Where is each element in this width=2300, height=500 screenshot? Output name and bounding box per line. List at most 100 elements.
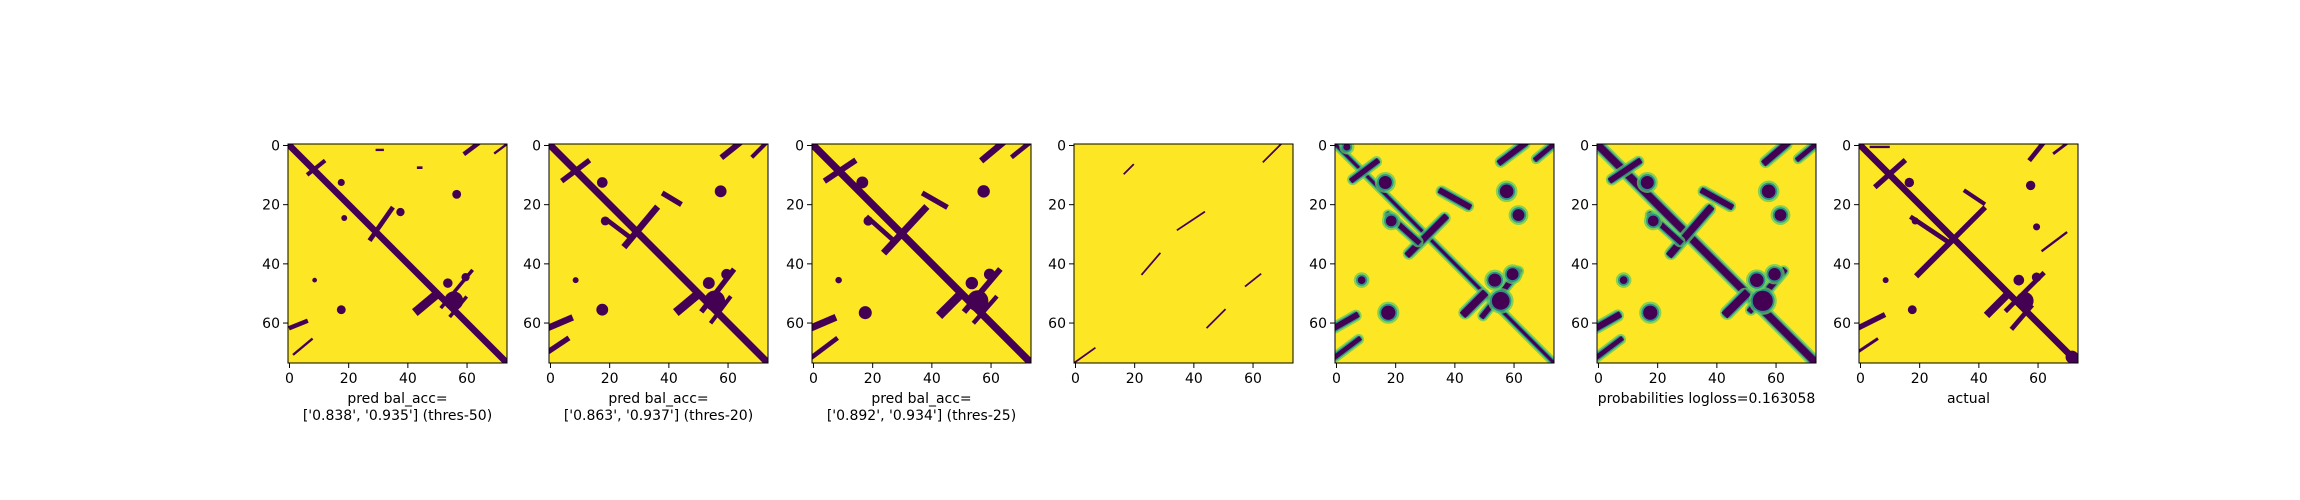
contact-blob-15	[714, 185, 727, 198]
x-tick-label: 20	[1649, 371, 1667, 387]
contact-band-3	[411, 288, 443, 316]
contact-blob-24	[2033, 223, 2041, 231]
contact-band-10	[2052, 144, 2069, 155]
x-tick-label: 60	[719, 371, 737, 387]
y-tick-label: 40	[523, 257, 541, 273]
y-tick-label: 20	[1309, 198, 1327, 214]
y-tick-label: 0	[1057, 138, 1066, 154]
contact-band-1	[1262, 144, 1283, 164]
contact-blob-14	[461, 273, 470, 282]
y-tick-label: 20	[1048, 198, 1066, 214]
heatmap-cells	[812, 144, 1031, 363]
x-tick-label: 0	[546, 371, 555, 387]
contact-band-7	[812, 336, 839, 361]
contact-band-2	[560, 158, 592, 184]
contact-blob-11	[1491, 291, 1510, 310]
x-tick-label: 0	[1594, 371, 1603, 387]
y-tick-label: 20	[1833, 198, 1851, 214]
x-tick-label: 20	[1911, 371, 1929, 387]
panel-caption: pred bal_acc=	[608, 391, 708, 407]
contact-band-6	[292, 337, 314, 356]
contact-blob-15	[1378, 175, 1392, 189]
contact-blob-16	[856, 176, 869, 189]
x-tick-label: 40	[399, 371, 417, 387]
contact-band-11	[660, 190, 683, 207]
contact-band-7	[549, 335, 571, 355]
y-tick-label: 60	[523, 316, 541, 332]
y-tick-label: 60	[1571, 316, 1589, 332]
contact-band-3	[604, 217, 636, 243]
contact-band-11	[2009, 303, 2034, 331]
contact-blob-17	[337, 178, 345, 187]
contact-band-2	[1607, 157, 1643, 184]
contact-band-9	[1794, 144, 1816, 163]
contact-band-2	[822, 157, 858, 184]
y-tick-label: 40	[262, 257, 280, 273]
panel-caption: probabilities logloss=0.163058	[1598, 391, 1816, 407]
contact-blob-12	[444, 291, 464, 311]
contact-diagonal	[1859, 144, 2078, 363]
contact-blob-20	[312, 277, 318, 283]
contact-band-9	[750, 144, 768, 159]
contact-band-2	[1123, 163, 1135, 175]
x-tick-label: 40	[1970, 371, 1988, 387]
contact-band-4	[1459, 289, 1489, 319]
x-tick-label: 20	[601, 371, 619, 387]
contact-blob-15	[2015, 291, 2034, 310]
contact-band-9	[2027, 144, 2046, 163]
contact-blob-19	[336, 305, 346, 315]
contact-blob-18	[2025, 180, 2036, 191]
contact-diagonal	[288, 144, 507, 363]
axes-frame	[287, 143, 508, 364]
contact-band-1	[367, 205, 395, 242]
x-tick-label: 20	[1126, 371, 1144, 387]
y-tick-label: 60	[1309, 316, 1327, 332]
y-tick-label: 40	[1833, 257, 1851, 273]
contact-band-2	[1949, 205, 1988, 243]
contact-band-7	[1859, 312, 1887, 331]
y-tick-label: 0	[1842, 138, 1851, 154]
y-tick-label: 60	[1048, 316, 1066, 332]
contact-blob-20	[1911, 217, 1919, 225]
contact-band-7	[1074, 346, 1096, 363]
contact-blob-16	[1647, 215, 1659, 227]
contact-blob-17	[1643, 305, 1658, 320]
x-tick-label: 40	[1446, 371, 1464, 387]
contact-band-11	[920, 190, 949, 210]
x-tick-label: 60	[1244, 371, 1262, 387]
contact-band-1	[1404, 213, 1450, 259]
panel-caption: pred bal_acc=	[347, 391, 447, 407]
panel-caption: actual	[1947, 391, 1990, 407]
x-tick-label: 60	[982, 371, 1000, 387]
heatmap-cells	[1597, 144, 1816, 363]
contact-blob-16	[596, 177, 608, 188]
contact-blob-15	[1640, 175, 1654, 189]
axes-frame	[1334, 143, 1555, 364]
y-tick-label: 60	[1833, 316, 1851, 332]
contact-band-4	[935, 288, 967, 319]
heatmap-panel-5: 0 20 40 60 0 20 40 60	[1309, 138, 1555, 387]
contact-blob-23	[2065, 350, 2078, 363]
contact-band-2	[1349, 158, 1381, 184]
contact-blob-17	[1381, 305, 1396, 320]
x-tick-label: 60	[1767, 371, 1785, 387]
y-tick-label: 0	[271, 138, 280, 154]
contact-blob-19	[1512, 209, 1525, 221]
panel-caption: pred bal_acc=	[871, 391, 971, 407]
contact-band-9	[1009, 144, 1031, 160]
contact-blob-14	[983, 268, 996, 280]
y-tick-label: 40	[786, 257, 804, 273]
x-tick-label: 40	[1185, 371, 1203, 387]
contact-blob-18	[1357, 276, 1366, 284]
y-tick-label: 60	[262, 316, 280, 332]
contact-band-8	[979, 144, 1006, 164]
x-tick-label: 40	[660, 371, 678, 387]
contact-band-3	[1872, 157, 1908, 190]
contact-band-1	[1914, 234, 1958, 279]
y-tick-label: 60	[786, 316, 804, 332]
contact-blob-11	[1752, 290, 1773, 311]
contact-band-8	[1496, 144, 1529, 166]
contact-blob-19	[572, 277, 579, 284]
heatmap-background	[1074, 144, 1293, 363]
